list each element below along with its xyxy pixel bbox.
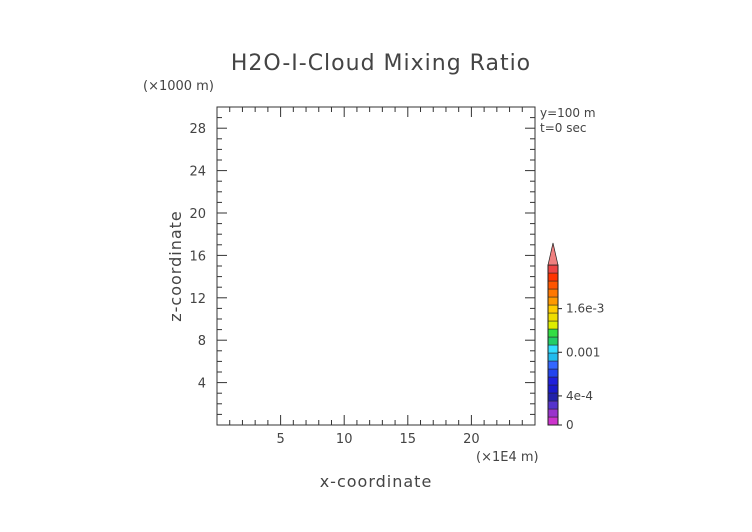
colorbar-segment (547, 320, 559, 330)
y-tick-label: 12 (189, 292, 206, 307)
y-tick-label: 4 (198, 377, 206, 392)
y-tick-group: 4 8 12 16 20 24 28 (189, 117, 535, 415)
colorbar-segment (547, 416, 559, 426)
y-tick-label: 20 (189, 207, 206, 222)
colorbar-tick-label: 0.001 (566, 345, 600, 359)
x-tick-label: 20 (463, 432, 480, 447)
colorbar-segment (547, 336, 559, 346)
colorbar-segment (547, 272, 559, 282)
x-tick-label: 10 (336, 432, 353, 447)
y-tick-label: 8 (198, 334, 206, 349)
colorbar-segment (547, 296, 559, 306)
x-tick-group: 5 10 15 20 (229, 107, 523, 447)
y-tick-label: 16 (189, 249, 206, 264)
colorbar-segment (547, 280, 559, 290)
colorbar-segment (547, 304, 559, 314)
colorbar-segment (547, 360, 559, 370)
colorbar-tick-label: 1.6e-3 (566, 302, 604, 316)
chart-title: H2O-I-Cloud Mixing Ratio (231, 51, 531, 76)
colorbar-extend-arrow (547, 242, 559, 266)
x-unit-label: (×1E4 m) (476, 450, 539, 465)
colorbar-segment (547, 392, 559, 402)
y-tick-label: 24 (189, 165, 206, 180)
y-unit-label: (×1000 m) (143, 79, 214, 94)
y-tick-label: 28 (189, 122, 206, 137)
x-tick-label: 5 (276, 432, 284, 447)
colorbar-segment (547, 384, 559, 394)
x-axis-label: x-coordinate (320, 472, 433, 491)
x-tick-label: 15 (400, 432, 417, 447)
colorbar-segment (547, 368, 559, 378)
colorbar-segment (547, 408, 559, 418)
y-axis-label: z-coordinate (166, 210, 185, 322)
colorbar-segment (547, 344, 559, 354)
colorbar-segment (547, 288, 559, 298)
colorbar: 0 4e-4 0.001 1.6e-3 (547, 242, 604, 432)
colorbar-segment (547, 352, 559, 362)
annotation-y: y=100 m (540, 106, 596, 120)
plot-frame (216, 106, 536, 426)
colorbar-tick-label: 4e-4 (566, 389, 593, 403)
annotation-t: t=0 sec (540, 121, 586, 135)
colorbar-segment (547, 400, 559, 410)
colorbar-segment (547, 264, 559, 274)
colorbar-segment (547, 376, 559, 386)
colorbar-segment (547, 328, 559, 338)
colorbar-segment (547, 312, 559, 322)
colorbar-tick-label: 0 (566, 418, 574, 432)
